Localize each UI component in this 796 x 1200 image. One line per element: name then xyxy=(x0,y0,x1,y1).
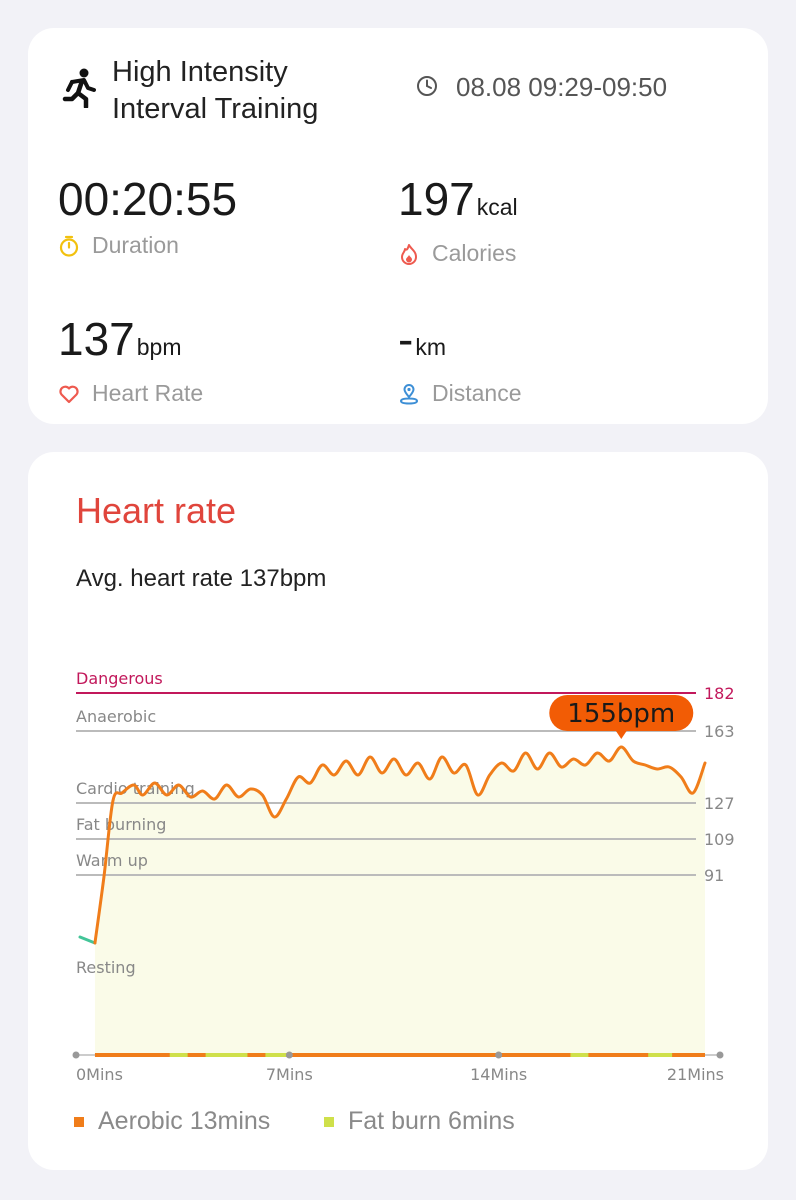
aerobic-swatch xyxy=(74,1116,84,1127)
zone-threshold-fat-burning: 109 xyxy=(704,830,735,849)
legend-fat-burn-label: Fat burn 6mins xyxy=(348,1107,515,1135)
stat-distance: -km Distance xyxy=(398,314,521,407)
zone-strip-aerobic xyxy=(94,1053,706,1057)
workout-time-range: 08.08 09:29-09:50 xyxy=(456,72,668,102)
legend-aerobic: Aerobic 13mins xyxy=(74,1107,270,1136)
heart-rate-line-resting xyxy=(78,935,97,945)
legend-fat-burn: Fat burn 6mins xyxy=(324,1107,515,1136)
zone-threshold-dangerous: 182 xyxy=(704,684,735,703)
calories-label: Calories xyxy=(432,240,517,266)
x-tick-dot xyxy=(72,1051,80,1059)
zone-threshold-anaerobic: 163 xyxy=(704,722,735,741)
stopwatch-icon xyxy=(59,235,79,257)
heart-rate-card: Heart rate Avg. heart rate 137bpm 182 Dan… xyxy=(28,452,768,1170)
x-tick-dot xyxy=(495,1051,503,1059)
workout-summary-card: High Intensity Interval Training 08.08 0… xyxy=(28,28,768,424)
distance-value: - xyxy=(398,313,414,365)
zone-threshold-cardio-training: 127 xyxy=(704,794,735,813)
distance-label: Distance xyxy=(432,380,522,406)
legend-aerobic-label: Aerobic 13mins xyxy=(98,1107,271,1135)
stat-calories: 197kcal Calories xyxy=(398,174,518,267)
peak-marker-bubble xyxy=(549,695,694,731)
calories-value: 197 xyxy=(398,173,475,225)
heart-rate-value: 137 xyxy=(58,313,135,365)
clock-icon xyxy=(417,76,437,96)
zone-label-dangerous: Dangerous xyxy=(76,669,163,688)
heart-rate-section-title: Heart rate xyxy=(76,490,237,531)
zone-label-anaerobic: Anaerobic xyxy=(76,707,156,726)
duration-label: Duration xyxy=(92,232,179,258)
stat-duration: 00:20:55 Duration xyxy=(58,174,237,259)
zone-label-fat-burning: Fat burning xyxy=(76,815,166,834)
zone-label-resting: Resting xyxy=(76,958,136,977)
x-tick-label: 14Mins xyxy=(470,1065,527,1082)
fat-burn-swatch xyxy=(324,1116,334,1127)
heart-icon xyxy=(59,385,79,403)
stat-heart-rate: 137bpm Heart Rate xyxy=(58,314,203,407)
zone-strip-fat-burn xyxy=(205,1053,248,1057)
distance-unit: km xyxy=(415,334,446,360)
x-tick-label: 7Mins xyxy=(266,1065,313,1082)
zone-strip-fat-burn xyxy=(169,1053,188,1057)
location-pin-icon xyxy=(399,383,419,405)
zone-strip-fat-burn xyxy=(265,1053,287,1057)
heart-rate-unit: bpm xyxy=(136,334,182,360)
zone-strip-fat-burn xyxy=(570,1053,589,1057)
zone-threshold-warm-up: 91 xyxy=(704,866,724,885)
workout-title: High Intensity Interval Training xyxy=(112,56,319,125)
flame-icon xyxy=(401,243,417,265)
heart-rate-line-active xyxy=(93,745,707,945)
average-heart-rate: Avg. heart rate 137bpm xyxy=(76,565,327,592)
zone-strip-fat-burn xyxy=(648,1053,673,1057)
zone-label-warm-up: Warm up xyxy=(76,851,148,870)
heart-rate-chart: 182 Dangerous 163 Anaerobic 127 Cardio traini… xyxy=(72,669,735,1082)
x-tick-label: 0Mins xyxy=(76,1065,123,1082)
calories-unit: kcal xyxy=(476,194,518,220)
heart-rate-area xyxy=(94,747,706,1055)
running-person-icon xyxy=(62,68,96,108)
x-tick-label: 21Mins xyxy=(667,1065,724,1082)
duration-value: 00:20:55 xyxy=(58,173,238,225)
x-tick-dot xyxy=(285,1051,293,1059)
x-tick-dot xyxy=(716,1051,724,1059)
heart-rate-label: Heart Rate xyxy=(92,380,204,406)
zone-label-cardio-training: Cardio training xyxy=(76,779,195,798)
peak-marker-label: 155bpm xyxy=(567,699,675,729)
peak-marker-pointer xyxy=(615,730,628,739)
